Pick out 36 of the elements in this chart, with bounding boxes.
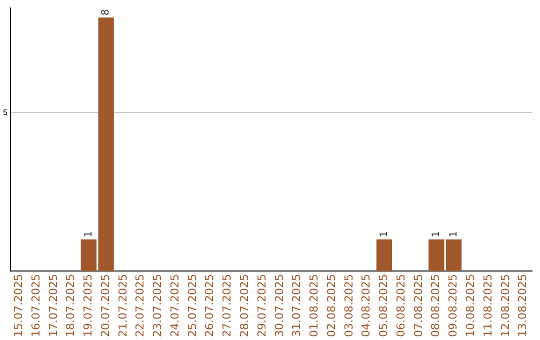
x-tick-label: 18.07.2025 xyxy=(64,274,78,338)
y-tick-label: 5 xyxy=(2,108,8,117)
x-tick-label: 21.07.2025 xyxy=(116,274,130,338)
x-tick-label: 04.08.2025 xyxy=(360,274,373,338)
x-tick-label: 19.07.2025 xyxy=(82,274,95,338)
x-tick-label: 23.07.2025 xyxy=(151,274,164,338)
x-tick-label: 06.08.2025 xyxy=(394,274,408,338)
x-tick-label: 27.07.2025 xyxy=(220,274,234,338)
x-tick-label: 29.07.2025 xyxy=(255,274,268,338)
x-tick-label: 20.07.2025 xyxy=(98,274,112,338)
x-tick-label: 30.07.2025 xyxy=(272,274,286,338)
x-tick-label: 02.08.2025 xyxy=(324,274,338,338)
data-label: 8 xyxy=(100,9,112,16)
x-tick-label: 25.07.2025 xyxy=(186,274,199,338)
x-tick-label: 10.08.2025 xyxy=(464,274,478,338)
x-tick-label: 31.07.2025 xyxy=(290,274,304,338)
x-tick-label: 16.07.2025 xyxy=(29,274,42,338)
x-tick-label: 22.07.2025 xyxy=(134,274,147,338)
x-tick-label: 28.07.2025 xyxy=(238,274,252,338)
x-tick-label: 07.08.2025 xyxy=(412,274,425,338)
x-tick-label: 09.08.2025 xyxy=(446,274,460,338)
data-label: 1 xyxy=(430,230,442,238)
data-label: 1 xyxy=(448,230,460,238)
x-tick-label: 13.08.2025 xyxy=(516,274,530,338)
x-tick-label: 08.08.2025 xyxy=(429,274,442,338)
x-tick-label: 01.08.2025 xyxy=(308,274,321,338)
x-tick-label: 17.07.2025 xyxy=(46,274,60,338)
x-tick-label: 24.07.2025 xyxy=(168,274,182,338)
x-tick-label: 26.07.2025 xyxy=(203,274,216,338)
x-tick-label: 11.08.2025 xyxy=(481,274,494,338)
data-label: 1 xyxy=(378,230,390,238)
x-tick-label: 15.07.2025 xyxy=(12,274,25,338)
x-tick-label: 12.08.2025 xyxy=(498,274,512,338)
x-tick-label: 05.08.2025 xyxy=(377,274,390,338)
x-tick-label: 03.08.2025 xyxy=(342,274,356,338)
data-label: 1 xyxy=(83,230,94,238)
